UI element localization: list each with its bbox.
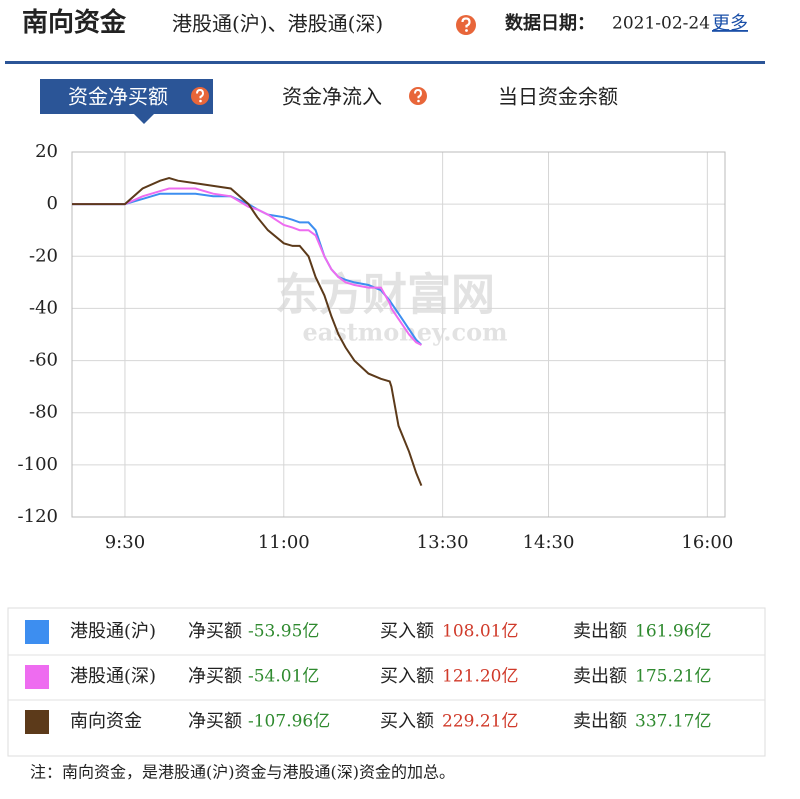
tab[interactable]: 资金净流入 [282, 85, 382, 109]
legend-label: 港股通(沪) [70, 621, 156, 642]
x-tick-label: 13:30 [417, 532, 469, 553]
active-tab[interactable] [40, 79, 213, 114]
x-tick-label: 16:00 [681, 532, 733, 553]
legend-table [7, 607, 766, 757]
date-label: 数据日期： [505, 12, 595, 34]
title: 南向资金 [22, 7, 127, 38]
net-value: -53.95亿 [248, 622, 319, 642]
y-tick-label: -20 [29, 245, 58, 266]
legend-swatch [25, 710, 49, 734]
sell-value: 337.17亿 [635, 712, 711, 732]
help-dot [417, 99, 420, 103]
x-tick-label: 11:00 [258, 532, 310, 553]
tab[interactable]: 当日资金余额 [498, 85, 618, 109]
net-value: -54.01亿 [248, 667, 319, 687]
buy-label: 买入额 [380, 621, 434, 642]
legend-label: 南向资金 [70, 711, 142, 732]
more-link[interactable]: 更多 [712, 13, 748, 34]
sell-value: 175.21亿 [635, 667, 711, 687]
y-tick-label: 0 [47, 193, 58, 214]
plot-border [71, 151, 726, 518]
x-tick-label: 14:30 [523, 532, 575, 553]
x-tick-label: 9:30 [105, 532, 145, 553]
net-value: -107.96亿 [248, 712, 330, 732]
buy-label: 买入额 [380, 711, 434, 732]
help-mark [196, 88, 205, 99]
net-label: 净买额 [188, 621, 242, 642]
help-icon[interactable] [191, 87, 209, 105]
sell-value: 161.96亿 [635, 622, 711, 642]
sell-label: 卖出额 [573, 621, 627, 642]
legend-swatch [25, 620, 49, 644]
help-mark [461, 17, 471, 28]
date: 2021-02-24 [612, 14, 710, 34]
help-icon[interactable] [409, 87, 427, 105]
net-label: 净买额 [188, 666, 242, 687]
subtitle: 港股通(沪)、港股通(深) [172, 12, 383, 36]
sell-label: 卖出额 [573, 666, 627, 687]
sell-label: 卖出额 [573, 711, 627, 732]
buy-value: 108.01亿 [442, 622, 518, 642]
legend-label: 港股通(深) [70, 666, 156, 687]
help-dot [199, 99, 202, 103]
note: 注：南向资金，是港股通(沪)资金与港股通(深)资金的加总。 [30, 763, 455, 782]
y-tick-label: -60 [29, 350, 58, 371]
buy-label: 买入额 [380, 666, 434, 687]
tab[interactable]: 资金净买额 [68, 85, 168, 109]
legend-swatch [25, 665, 49, 689]
help-dot [465, 29, 468, 32]
help-icon[interactable] [456, 15, 476, 35]
y-tick-label: -80 [29, 402, 58, 423]
tab-pointer [134, 114, 154, 124]
buy-value: 229.21亿 [442, 712, 518, 732]
help-mark [414, 88, 423, 99]
buy-value: 121.20亿 [442, 667, 518, 687]
y-tick-label: -120 [18, 506, 58, 527]
net-label: 净买额 [188, 711, 242, 732]
series-line [72, 192, 423, 346]
y-tick-label: -40 [29, 297, 58, 318]
y-tick-label: 20 [35, 141, 58, 162]
y-tick-label: -100 [18, 454, 58, 475]
series-line [72, 177, 423, 486]
series-line [72, 187, 422, 346]
header-rule [5, 61, 765, 64]
